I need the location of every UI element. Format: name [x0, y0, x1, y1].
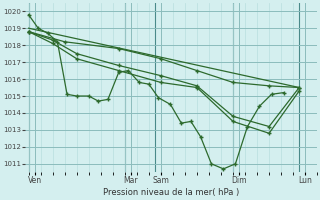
- X-axis label: Pression niveau de la mer( hPa ): Pression niveau de la mer( hPa ): [103, 188, 239, 197]
